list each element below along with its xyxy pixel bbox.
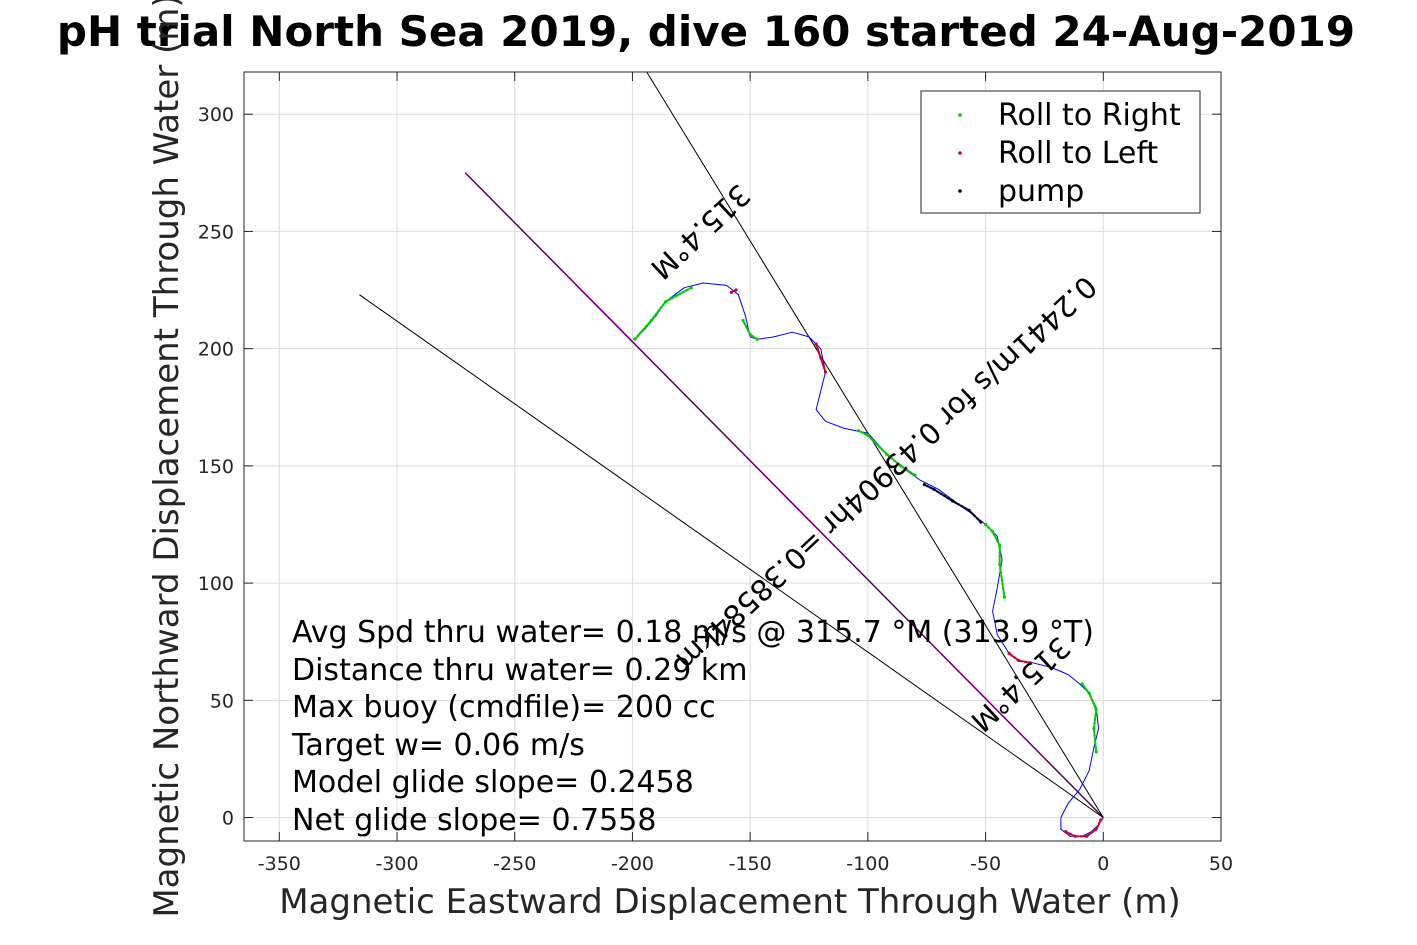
roll-left-point [814, 342, 818, 346]
annotation-model-glide: Model glide slope= 0.2458 [292, 765, 694, 800]
roll-right-point [899, 464, 903, 468]
roll-left-point [1064, 830, 1068, 834]
x-tick-label: 0 [1097, 853, 1109, 875]
glide-line-layer [464, 172, 1104, 819]
roll-right-point [1092, 726, 1096, 731]
roll-right-point [649, 318, 653, 323]
pump-point [967, 508, 971, 512]
legend-label-roll-left: Roll to Left [998, 136, 1158, 171]
pump-point [979, 520, 983, 524]
y-tick-label: 250 [198, 221, 234, 243]
x-tick-label: -100 [846, 853, 889, 875]
legend-label-pump: pump [998, 174, 1084, 209]
y-axis-label: Magnetic Northward Displacement Through … [147, 0, 187, 918]
y-tick-label: 200 [198, 339, 234, 361]
y-tick-label: 0 [222, 808, 234, 830]
roll-right-point [748, 333, 752, 337]
annotation-avg-speed: Avg Spd thru water= 0.18 m/s @ 315.7 °M … [292, 615, 1094, 650]
pump-point [922, 483, 927, 487]
roll-right-point [1094, 750, 1098, 754]
legend-box [920, 90, 1201, 214]
x-tick-label: -350 [258, 853, 301, 875]
y-tick-label: 300 [198, 104, 234, 126]
roll-right-point [991, 529, 995, 534]
annotation-block: Avg Spd thru water= 0.18 m/s @ 315.7 °M … [291, 615, 1094, 838]
roll-left-point [734, 288, 738, 292]
legend-marker-pump [958, 189, 962, 193]
roll-left-point [1085, 834, 1089, 838]
axes-box [243, 71, 1222, 842]
roll-left-point [819, 356, 823, 360]
annotation-max-buoy: Max buoy (cmdfile)= 200 cc [292, 690, 716, 725]
roll-right-point [633, 337, 637, 341]
roll-right-point [663, 300, 668, 304]
glide-line-core [465, 172, 1104, 818]
heading-line [359, 294, 1104, 819]
roll-right-point [885, 452, 889, 456]
roll-right-point [1080, 682, 1084, 686]
y-tick-label: 100 [198, 573, 234, 595]
roll-right-segment [633, 286, 693, 341]
roll-left-point [823, 370, 828, 374]
y-tick-label: 150 [198, 456, 234, 478]
roll-right-point [755, 337, 759, 341]
roll-right-point [984, 522, 988, 527]
roll-right-point [913, 473, 917, 477]
roll-left-point [1016, 658, 1021, 663]
roll-right-point [741, 318, 745, 323]
roll-right-point [856, 429, 861, 433]
legend: Roll to Right Roll to Left pump [920, 90, 1201, 214]
legend-marker-roll-right [958, 113, 962, 117]
pump-point [951, 499, 955, 503]
x-tick-label: 50 [1209, 853, 1233, 875]
x-axis-label: Magnetic Eastward Displacement Through W… [279, 882, 1181, 922]
y-tick-label: 50 [210, 690, 234, 712]
annotation-net-glide: Net glide slope= 0.7558 [292, 803, 656, 838]
annotation-distance: Distance thru water= 0.29 km [292, 653, 747, 688]
tick-layer: -350 -300 -250 -200 -150 -100 -50 0 50 0 50 100 150 2… [198, 72, 1233, 875]
roll-left-point [1007, 651, 1011, 656]
roll-right-point [998, 544, 1002, 548]
x-tick-label: -150 [729, 853, 772, 875]
roll-left-point [1094, 827, 1098, 831]
x-tick-label: -200 [611, 853, 654, 875]
roll-left-point [1073, 834, 1077, 838]
roll-right-point [866, 433, 870, 437]
x-tick-label: -250 [493, 853, 536, 875]
roll-right-point [689, 286, 693, 290]
roll-left-point [729, 290, 733, 294]
legend-label-roll-right: Roll to Right [998, 98, 1181, 133]
marker-layer [633, 286, 1103, 838]
roll-left-point [1028, 661, 1032, 665]
x-tick-label: -300 [375, 853, 418, 875]
x-tick-label: -50 [970, 853, 1001, 875]
roll-right-point [1094, 708, 1098, 712]
roll-right-point [1087, 691, 1091, 695]
annotation-target-w: Target w= 0.06 m/s [291, 728, 585, 763]
roll-right-point [998, 562, 1002, 566]
legend-marker-roll-left [958, 151, 962, 155]
roll-left-point [1099, 818, 1103, 822]
chart-title: pH trial North Sea 2019, dive 160 starte… [57, 7, 1355, 56]
roll-right-point [1002, 595, 1007, 599]
pump-point [932, 487, 936, 491]
